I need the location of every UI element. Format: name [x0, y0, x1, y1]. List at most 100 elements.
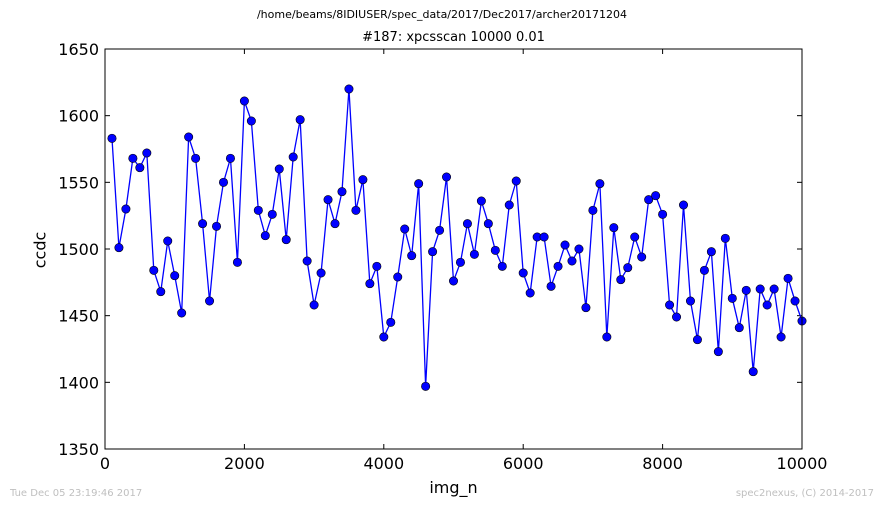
data-point — [407, 251, 417, 261]
data-point — [351, 205, 361, 215]
data-point — [218, 177, 228, 187]
data-point — [637, 252, 647, 262]
series-line — [111, 88, 803, 387]
data-point — [518, 268, 528, 278]
figure-suptitle: /home/beams/8IDIUSER/spec_data/2017/Dec2… — [256, 8, 628, 21]
data-point — [574, 244, 584, 254]
y-tick-label: 1650 — [58, 40, 99, 59]
data-point — [755, 284, 765, 294]
data-point — [602, 332, 612, 342]
plot-area — [107, 84, 807, 391]
data-point — [727, 293, 737, 303]
data-point — [665, 300, 675, 310]
data-point — [539, 232, 549, 242]
data-point — [616, 275, 626, 285]
y-tick-label: 1450 — [58, 307, 99, 326]
data-point — [365, 279, 375, 289]
data-point — [400, 224, 410, 234]
data-point — [288, 152, 298, 162]
data-point — [588, 205, 598, 215]
data-point — [644, 195, 654, 205]
data-point — [546, 281, 556, 291]
data-point — [623, 263, 633, 273]
data-point — [567, 256, 577, 266]
data-point — [748, 367, 758, 377]
data-point — [184, 132, 194, 142]
x-tick-label: 6000 — [503, 454, 544, 473]
data-point — [128, 153, 138, 163]
data-point — [177, 308, 187, 318]
data-point — [316, 268, 326, 278]
data-point — [706, 247, 716, 257]
data-point — [393, 272, 403, 282]
x-tick-label: 4000 — [363, 454, 404, 473]
data-point — [260, 231, 270, 241]
data-point — [323, 195, 333, 205]
data-point — [741, 285, 751, 295]
data-point — [483, 219, 493, 229]
data-point — [734, 323, 744, 333]
data-point — [553, 261, 563, 271]
data-point — [212, 221, 222, 231]
data-point — [309, 300, 319, 310]
x-tick-label: 2000 — [224, 454, 265, 473]
data-point — [114, 243, 124, 253]
chart-title: #187: xpcsscan 10000 0.01 — [362, 30, 545, 45]
data-point — [476, 196, 486, 206]
data-point — [581, 303, 591, 313]
data-point — [672, 312, 682, 322]
data-point — [630, 232, 640, 242]
y-tick-label: 1500 — [58, 240, 99, 259]
x-tick-label: 10000 — [777, 454, 828, 473]
data-point — [421, 381, 431, 391]
footer-credit: spec2nexus, (C) 2014-2017 — [735, 488, 874, 499]
data-point — [246, 116, 256, 126]
data-point — [428, 247, 438, 257]
data-point — [358, 175, 368, 185]
data-point — [609, 223, 619, 233]
data-point — [504, 200, 514, 210]
x-tick-label: 0 — [100, 454, 110, 473]
data-point — [225, 153, 235, 163]
x-axis-label: img_n — [429, 478, 478, 497]
data-point — [205, 296, 215, 306]
data-point — [414, 179, 424, 189]
data-point — [198, 219, 208, 229]
y-tick-label: 1350 — [58, 440, 99, 459]
data-point — [267, 209, 277, 219]
data-point — [386, 317, 396, 327]
data-point — [121, 204, 131, 214]
data-point — [156, 287, 166, 297]
data-point — [302, 256, 312, 266]
data-point — [511, 176, 521, 186]
data-point — [107, 133, 117, 143]
x-tick-label: 8000 — [642, 454, 683, 473]
data-point — [525, 288, 535, 298]
data-point — [769, 284, 779, 294]
data-point — [281, 235, 291, 245]
data-point — [149, 265, 159, 275]
data-point — [442, 172, 452, 182]
data-point — [595, 179, 605, 189]
data-point — [253, 205, 263, 215]
data-point — [435, 225, 445, 235]
data-point — [455, 257, 465, 267]
data-point — [679, 200, 689, 210]
axis-ticks: 0 2000 4000 6000 8000 10000 1350 1400 1450 1500 15… — [58, 40, 827, 473]
data-point — [720, 233, 730, 243]
data-point — [191, 153, 201, 163]
footer-timestamp: Tue Dec 05 23:19:46 2017 — [10, 488, 143, 499]
data-point — [372, 261, 382, 271]
data-point — [274, 164, 284, 174]
data-point — [713, 347, 723, 357]
data-point — [232, 257, 242, 267]
data-point — [135, 163, 145, 173]
data-point — [469, 249, 479, 259]
y-tick-label: 1400 — [58, 373, 99, 392]
data-point — [330, 219, 340, 229]
data-point — [699, 265, 709, 275]
data-point — [790, 296, 800, 306]
y-tick-label: 1550 — [58, 173, 99, 192]
data-point — [337, 187, 347, 197]
